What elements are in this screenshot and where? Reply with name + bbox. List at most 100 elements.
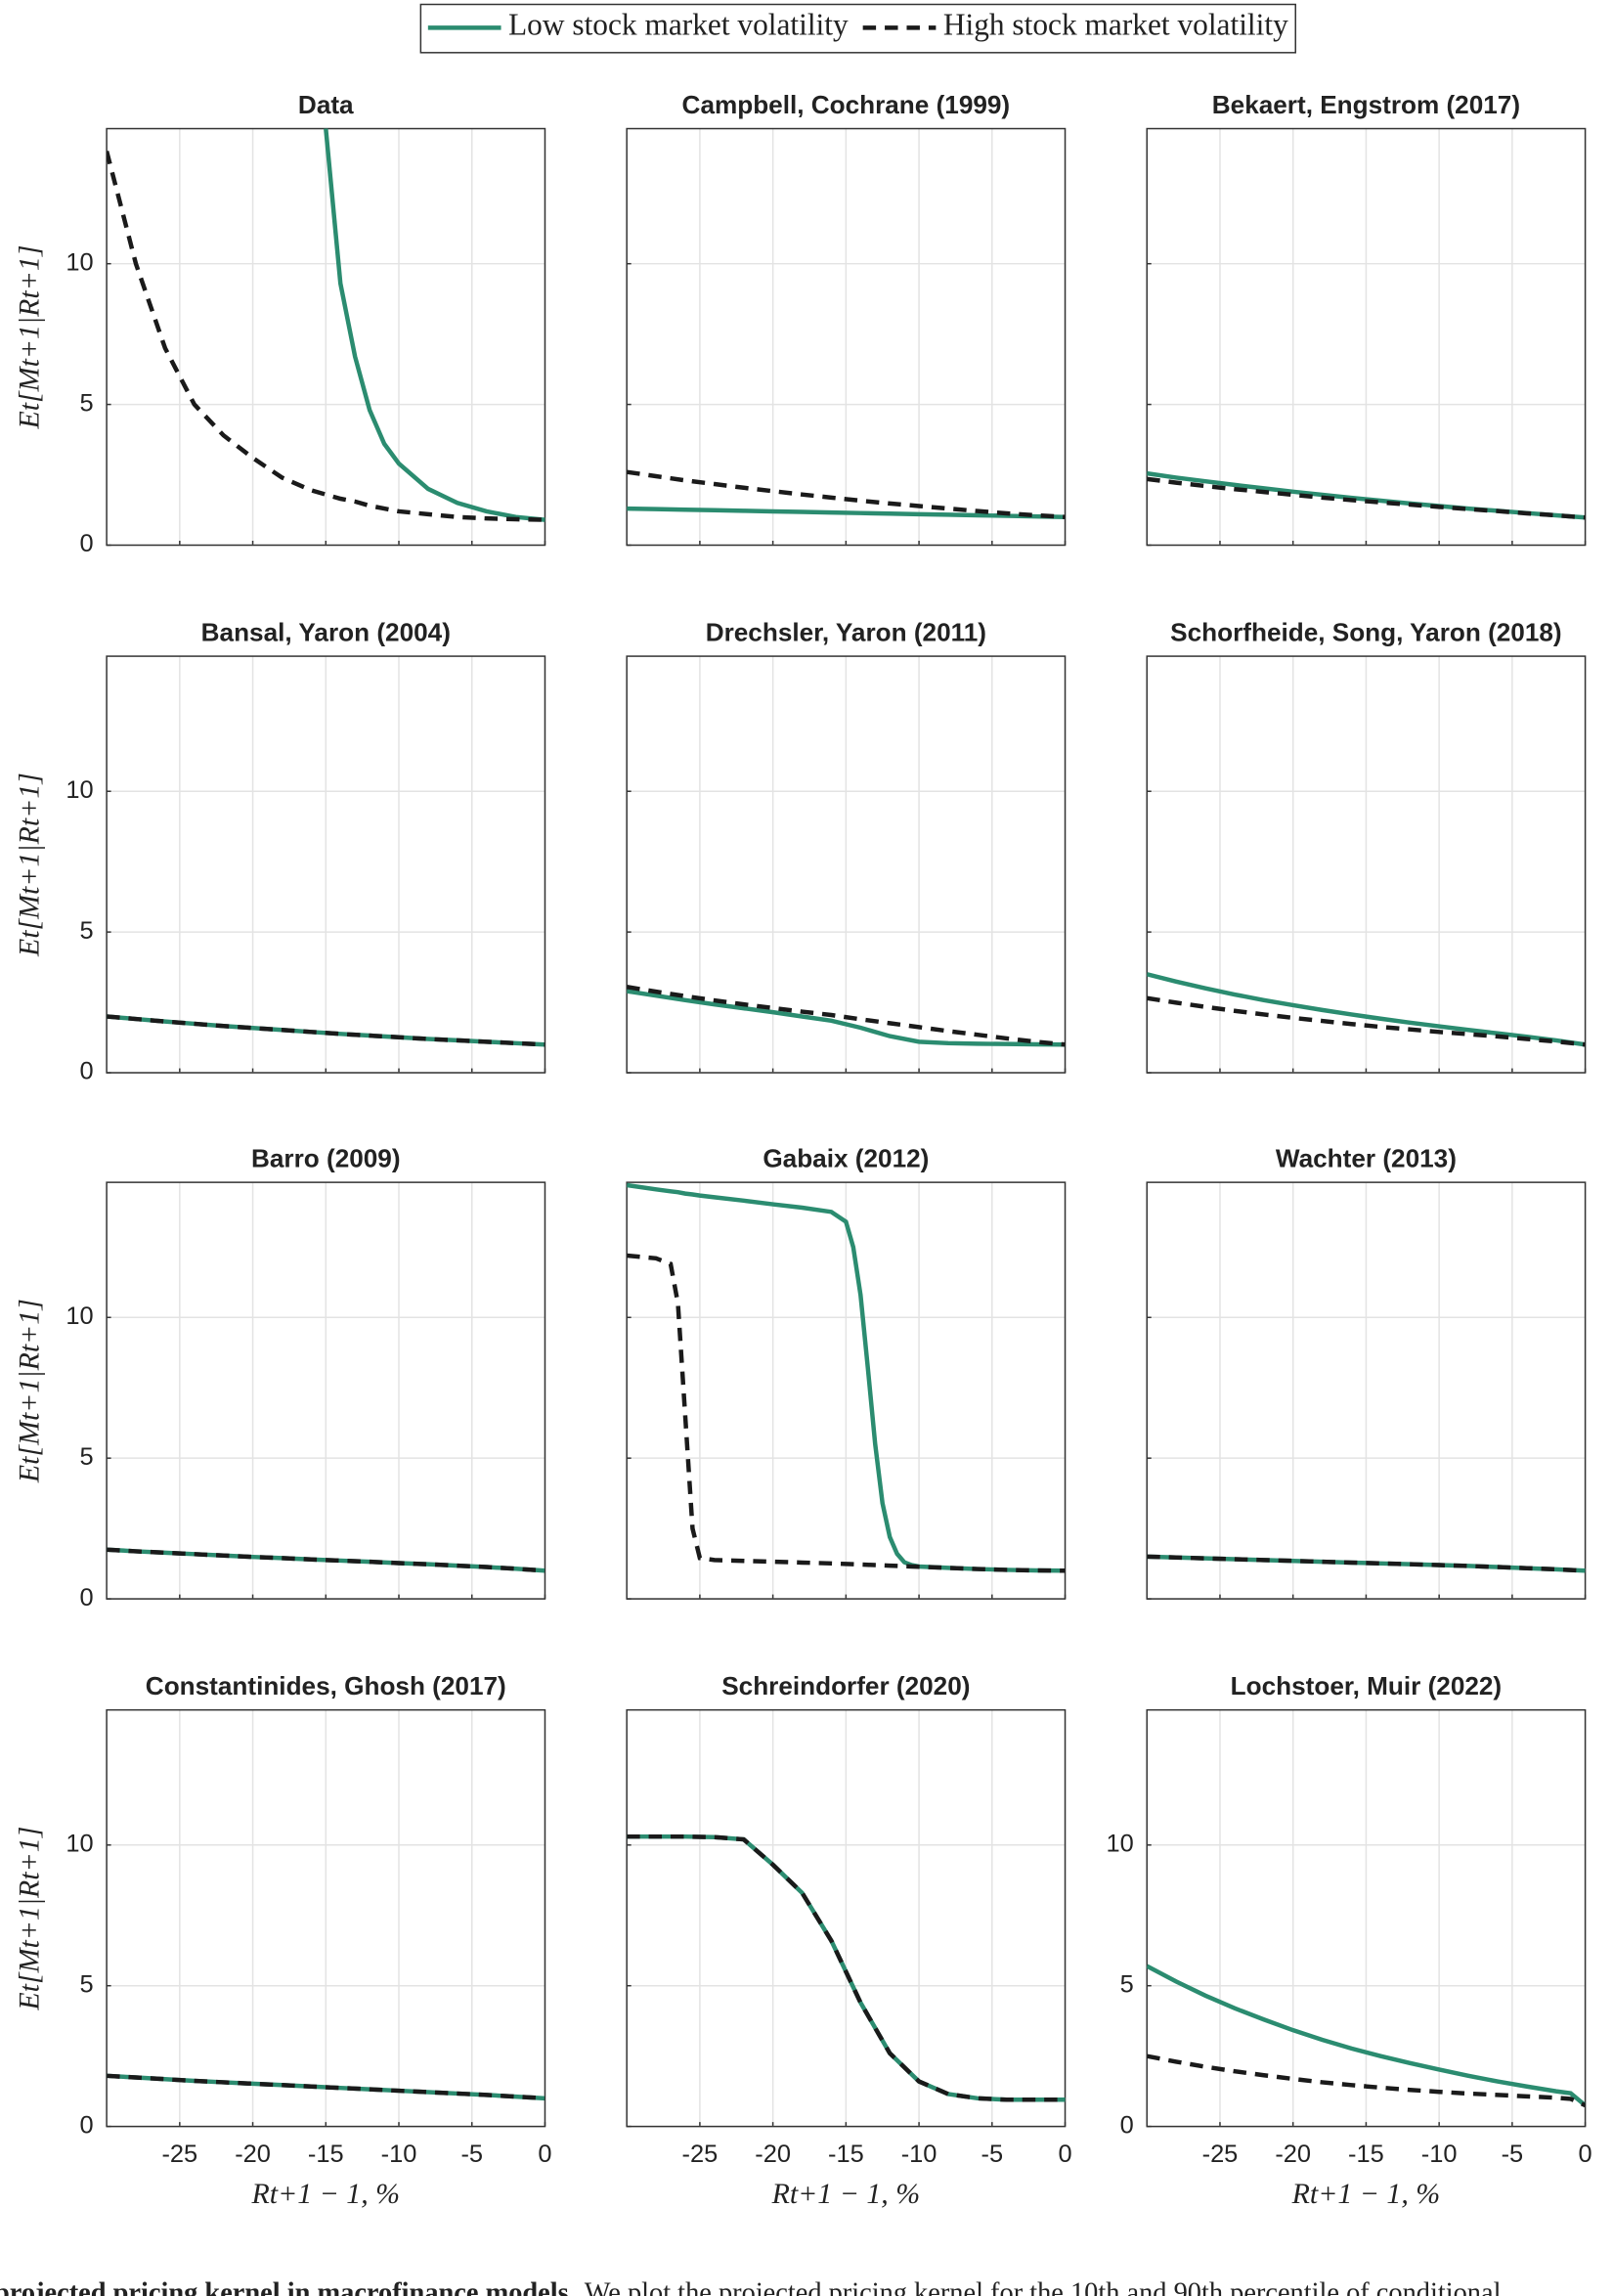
x-tick-label: -5 [460, 2141, 483, 2168]
data-line [627, 469, 1066, 519]
subplot: Schorfheide, Song, Yaron (2018) [1146, 618, 1587, 1074]
subplot: Bekaert, Engstrom (2017) [1146, 90, 1587, 547]
subplot: Gabaix (2012) [626, 1144, 1067, 1600]
y-tick-label: 0 [80, 1584, 94, 1612]
subplot: Drechsler, Yaron (2011) [626, 618, 1067, 1074]
subplot-title: Wachter (2013) [1276, 1144, 1457, 1173]
subplot: -25 -20 -15 -10 -5 0 0 5 10 Constantinides, Ghosh… [14, 1671, 552, 2210]
x-tick-label: -20 [755, 2141, 791, 2168]
y-tick-label: 0 [80, 530, 94, 557]
x-tick-label: -5 [1502, 2141, 1524, 2168]
axes-box [106, 655, 546, 1074]
axes-box [626, 1181, 1067, 1600]
y-tick-label: 0 [80, 2111, 94, 2139]
x-tick-label: -5 [981, 2141, 1004, 2168]
data-line [627, 985, 1066, 1047]
subplot: 0 5 10 Barro (2009) Et[Mt+1|Rt+1] [14, 1144, 546, 1612]
subplot: 0 5 10 Bansal, Yaron (2004) Et[Mt+1|Rt+1] [14, 618, 546, 1085]
y-axis-label: Et[Mt+1|Rt+1] [14, 773, 46, 957]
y-tick-label: 5 [1120, 1970, 1134, 1998]
subplot-title: Schorfheide, Song, Yaron (2018) [1170, 618, 1561, 647]
x-tick-label: -20 [235, 2141, 271, 2168]
x-axis-label: Rt+1 − 1, % [1291, 2178, 1441, 2210]
axes-box [626, 655, 1067, 1074]
subplot-title: Bekaert, Engstrom (2017) [1212, 90, 1520, 119]
data-line [627, 1833, 1066, 2102]
y-tick-label: 5 [80, 389, 94, 417]
subplot: 0 5 10 Data Et[Mt+1|Rt+1] [14, 90, 546, 557]
legend-label: Low stock market volatility [508, 8, 849, 42]
data-line [1147, 972, 1586, 1047]
x-tick-label: -15 [308, 2141, 344, 2168]
y-tick-label: 5 [80, 1970, 94, 1998]
caption: projected pricing kernel in macrofinance… [0, 2277, 1502, 2296]
x-tick-label: -15 [1348, 2141, 1384, 2168]
legend-box [419, 3, 1296, 54]
subplot-title: Campbell, Cochrane (1999) [682, 90, 1011, 119]
x-axis-label: Rt+1 − 1, % [771, 2178, 921, 2210]
x-tick-label: -10 [381, 2141, 417, 2168]
y-tick-label: 0 [80, 1058, 94, 1085]
axes-box [1146, 1708, 1587, 2128]
data-line [627, 989, 1066, 1047]
data-line [107, 1014, 545, 1047]
subplot: -25 -20 -15 -10 -5 0 Schreindorfer (2020) Rt+1 … [626, 1671, 1072, 2210]
legend-label: High stock market volatility [943, 8, 1288, 42]
subplot-title: Barro (2009) [251, 1144, 401, 1173]
y-tick-label: 5 [80, 1443, 94, 1471]
data-line [1147, 476, 1586, 520]
y-tick-label: 10 [65, 776, 93, 804]
subplot-title: Bansal, Yaron (2004) [201, 618, 451, 647]
x-tick-label: -10 [1421, 2141, 1458, 2168]
subplot-title: Gabaix (2012) [763, 1144, 929, 1173]
y-tick-label: 10 [65, 1831, 93, 1858]
axes-box [106, 1181, 546, 1600]
caption-lead: projected pricing kernel in macrofinance… [0, 2277, 576, 2296]
data-line [627, 506, 1066, 519]
legend: Low stock market volatility High stock ma… [419, 3, 1296, 54]
x-tick-label: -15 [828, 2141, 864, 2168]
subplot-title: Data [298, 90, 354, 119]
data-line [1147, 1554, 1586, 1573]
data-line [627, 1253, 1066, 1573]
y-tick-label: 0 [1120, 2111, 1134, 2139]
x-tick-label: 0 [1579, 2141, 1592, 2168]
x-axis-label: Rt+1 − 1, % [251, 2178, 401, 2210]
y-tick-label: 5 [80, 917, 94, 945]
subplot-title: Lochstoer, Muir (2022) [1231, 1671, 1502, 1700]
y-tick-label: 10 [1107, 1831, 1134, 1858]
x-tick-label: -20 [1275, 2141, 1311, 2168]
data-line [1147, 1964, 1586, 2107]
y-tick-label: 10 [65, 248, 93, 276]
subplot: Wachter (2013) [1146, 1144, 1587, 1600]
y-axis-label: Et[Mt+1|Rt+1] [14, 1827, 46, 2011]
axes-box [626, 1708, 1067, 2128]
y-tick-label: 10 [65, 1303, 93, 1330]
subplot: -25 -20 -15 -10 -5 0 0 5 10 Lochstoer, Muir (2022… [1107, 1671, 1592, 2210]
x-tick-label: -10 [901, 2141, 937, 2168]
subplot: Campbell, Cochrane (1999) [626, 90, 1067, 547]
subplot-title: Drechsler, Yaron (2011) [706, 618, 986, 647]
data-line [324, 128, 545, 522]
axes-box [1146, 127, 1587, 547]
axes-box [1146, 1181, 1587, 1600]
y-axis-label: Et[Mt+1|Rt+1] [14, 245, 46, 430]
x-tick-label: 0 [538, 2141, 551, 2168]
subplot-title: Schreindorfer (2020) [721, 1671, 970, 1700]
caption-text: We plot the projected pricing kernel for… [585, 2277, 1502, 2296]
data-line [1147, 995, 1586, 1047]
x-tick-label: -25 [682, 2141, 719, 2168]
axes-box [1146, 655, 1587, 1074]
x-tick-label: -25 [161, 2141, 197, 2168]
data-line [107, 1547, 545, 1573]
x-tick-label: -25 [1202, 2141, 1239, 2168]
y-axis-label: Et[Mt+1|Rt+1] [14, 1299, 46, 1483]
data-line [107, 2073, 545, 2101]
axes-box [626, 127, 1067, 547]
subplot-title: Constantinides, Ghosh (2017) [146, 1671, 506, 1700]
axes-box [106, 1708, 546, 2128]
x-tick-label: 0 [1058, 2141, 1071, 2168]
data-line [107, 151, 545, 522]
